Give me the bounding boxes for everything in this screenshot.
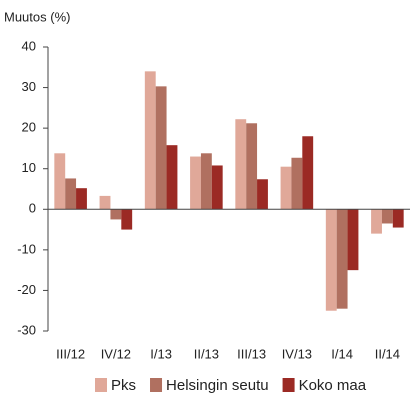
bar [392,209,404,228]
bar [336,209,348,309]
bar [235,119,247,210]
bar [246,123,258,210]
bar [190,156,201,210]
y-tick-label: 20 [22,120,36,135]
y-tick-label: -10 [17,241,36,256]
bar [144,71,156,210]
legend-swatch [95,378,107,392]
bar [76,188,87,210]
bar [347,209,359,271]
bar [325,209,337,311]
bar [257,179,268,210]
y-axis-label: Muutos (%) [4,9,70,24]
bar [200,153,212,210]
x-tick-label: II/14 [375,346,400,361]
legend-swatch [282,378,295,392]
bar [381,209,393,224]
bar [280,166,292,210]
x-tick-label: II/13 [194,346,219,361]
legend-label: Koko maa [299,377,367,394]
bar [99,195,111,210]
legend-label: Helsingin seutu [166,377,269,394]
x-tick-label: IV/13 [282,346,312,361]
bar [302,136,314,210]
bar [166,145,178,210]
legend-label: Pks [111,377,136,394]
x-tick-label: III/12 [56,346,85,361]
x-tick-label: IV/12 [101,346,131,361]
y-tick-label: -20 [17,282,36,297]
bar [291,157,303,210]
bar [65,178,77,210]
y-tick-label: -30 [17,322,36,337]
bar [54,153,66,210]
bar [155,86,167,210]
bar [371,209,382,234]
y-tick-label: 10 [22,160,36,175]
bar [211,165,223,210]
bar [121,209,133,230]
y-tick-label: 40 [22,38,36,53]
legend-swatch [150,378,163,392]
x-tick-label: III/13 [237,346,266,361]
x-tick-label: I/14 [331,346,353,361]
x-tick-label: I/13 [150,346,172,361]
y-tick-label: 30 [22,79,36,94]
bar [110,209,122,220]
y-tick-label: 0 [29,201,36,216]
